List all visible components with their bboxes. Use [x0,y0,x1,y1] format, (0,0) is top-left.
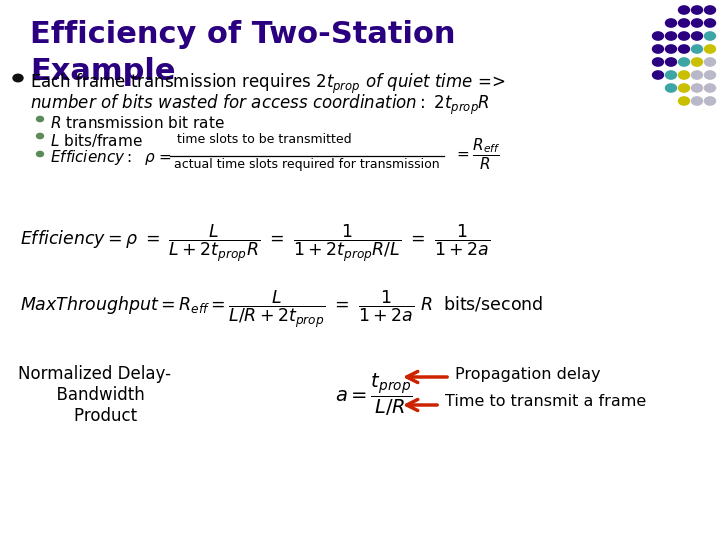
Circle shape [652,32,664,40]
Circle shape [678,19,690,27]
Text: $\it{L}$ bits/frame: $\it{L}$ bits/frame [50,132,143,149]
Text: Normalized Delay-
  Bandwidth
    Product: Normalized Delay- Bandwidth Product [19,365,171,424]
Text: Each frame transmission requires $2t_{prop}$ $\it{of\ quiet\ time}$ =>: Each frame transmission requires $2t_{pr… [30,72,505,96]
Text: $\it{Efficiency:}$  $\rho$ =: $\it{Efficiency:}$ $\rho$ = [50,148,172,167]
Circle shape [665,32,677,40]
Text: $= \dfrac{R_{eff}}{R}$: $= \dfrac{R_{eff}}{R}$ [454,136,501,172]
Circle shape [678,97,690,105]
Circle shape [678,71,690,79]
Circle shape [704,58,716,66]
Text: $\it{R}$ transmission bit rate: $\it{R}$ transmission bit rate [50,115,225,131]
Circle shape [704,19,716,27]
Circle shape [37,151,43,157]
Circle shape [704,97,716,105]
Text: $a = \dfrac{t_{prop}}{L/R}$: $a = \dfrac{t_{prop}}{L/R}$ [335,372,413,418]
Circle shape [678,45,690,53]
Circle shape [652,58,664,66]
Circle shape [13,74,23,82]
Circle shape [652,71,664,79]
Circle shape [678,32,690,40]
Circle shape [678,84,690,92]
Circle shape [678,6,690,14]
Circle shape [665,58,677,66]
Text: time slots to be transmitted: time slots to be transmitted [177,133,352,146]
Circle shape [704,84,716,92]
Text: $\it{MaxThroughput} = R_{eff} = \dfrac{L}{L/R+2t_{prop}}\ =\ \dfrac{1}{1+2a}\ R$: $\it{MaxThroughput} = R_{eff} = \dfrac{L… [20,288,544,329]
Text: $\it{Efficiency} = \rho\ =\ \dfrac{L}{L+2t_{prop}R}\ =\ \dfrac{1}{1+2t_{prop}R/L: $\it{Efficiency} = \rho\ =\ \dfrac{L}{L+… [20,222,490,264]
Circle shape [37,117,43,122]
Circle shape [691,45,703,53]
Circle shape [37,133,43,139]
Circle shape [704,32,716,40]
Circle shape [704,45,716,53]
Circle shape [691,58,703,66]
Circle shape [691,71,703,79]
Circle shape [704,71,716,79]
Circle shape [691,84,703,92]
Circle shape [704,6,716,14]
Circle shape [665,84,677,92]
Text: Example: Example [30,57,176,86]
Circle shape [691,6,703,14]
Text: Propagation delay: Propagation delay [455,367,600,381]
Text: Efficiency of Two-Station: Efficiency of Two-Station [30,20,456,49]
Text: Time to transmit a frame: Time to transmit a frame [445,395,647,409]
Circle shape [691,32,703,40]
Circle shape [665,71,677,79]
Circle shape [691,19,703,27]
Circle shape [665,45,677,53]
Circle shape [691,97,703,105]
Text: $\it{number\ of\ bits\ wasted\ for\ access\ coordination:}$ $2t_{prop}R$: $\it{number\ of\ bits\ wasted\ for\ acce… [30,93,490,117]
Circle shape [678,58,690,66]
Circle shape [665,19,677,27]
Text: actual time slots required for transmission: actual time slots required for transmiss… [174,158,439,171]
Circle shape [652,45,664,53]
